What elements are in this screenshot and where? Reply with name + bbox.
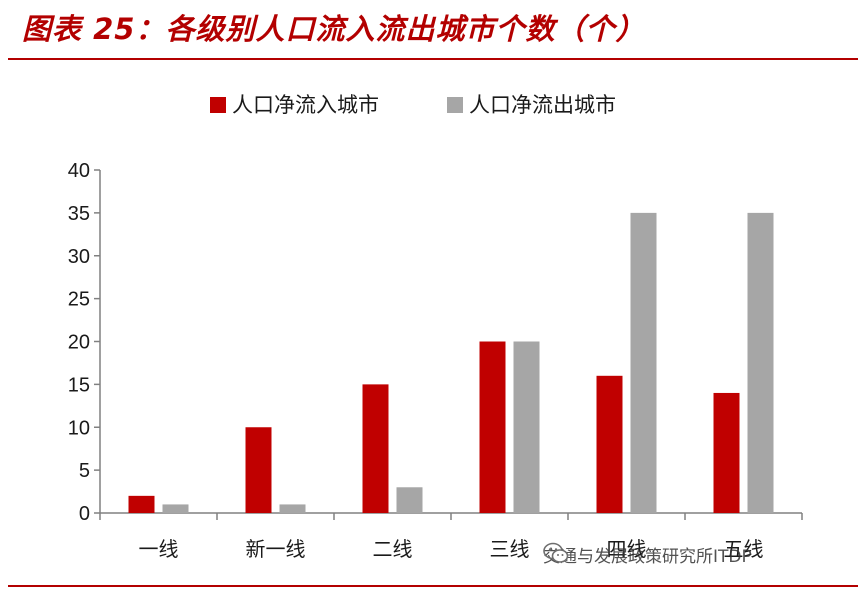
bars <box>128 212 774 513</box>
y-tick-label: 15 <box>68 374 90 396</box>
bar-outflow-4 <box>513 341 540 513</box>
y-tick-label: 30 <box>68 246 90 268</box>
y-tick-label: 35 <box>68 203 90 225</box>
y-axis: 0 5 10 15 20 25 30 35 40 <box>68 160 101 525</box>
y-tick-label: 10 <box>68 417 90 439</box>
bar-outflow-6 <box>747 212 774 513</box>
footer-rule <box>8 585 858 587</box>
legend-swatch-1 <box>210 97 226 113</box>
x-tick-label: 二线 <box>373 537 413 561</box>
watermark: 交通与发展政策研究所ITDP <box>543 542 752 567</box>
x-tick-label: 四线 <box>607 537 647 561</box>
y-tick-label: 20 <box>68 332 90 354</box>
x-tick-label: 新一线 <box>246 537 306 561</box>
watermark-text: 交通与发展政策研究所ITDP <box>543 547 752 567</box>
legend-label-1: 人口净流入城市 <box>232 93 379 117</box>
y-tick-label: 5 <box>79 460 90 482</box>
y-tick-label: 25 <box>68 289 90 311</box>
x-tick-label: 五线 <box>724 537 764 561</box>
bar-outflow-3 <box>396 487 423 513</box>
y-tick-label: 0 <box>79 503 90 525</box>
legend: 人口净流入城市 人口净流出城市 <box>210 93 616 117</box>
y-tick-label: 40 <box>68 160 90 182</box>
bar-outflow-5 <box>630 212 657 513</box>
chart-title: 图表 25：各级别人口流入流出城市个数（个） <box>22 12 646 46</box>
wechat-icon <box>543 542 569 563</box>
bar-inflow-2 <box>245 427 272 513</box>
title-rule <box>8 58 858 60</box>
bar-inflow-3 <box>362 384 389 513</box>
x-tick-label: 一线 <box>139 537 179 561</box>
legend-label-2: 人口净流出城市 <box>469 93 616 117</box>
bar-inflow-6 <box>713 392 740 513</box>
bar-outflow-2 <box>279 504 306 513</box>
bar-inflow-1 <box>128 495 155 513</box>
bar-outflow-1 <box>162 504 189 513</box>
bar-inflow-5 <box>596 375 623 513</box>
x-axis: 一线 新一线 二线 三线 四线 五线 <box>99 512 803 561</box>
x-tick-label: 三线 <box>490 537 530 561</box>
bar-inflow-4 <box>479 341 506 513</box>
legend-swatch-2 <box>447 97 463 113</box>
